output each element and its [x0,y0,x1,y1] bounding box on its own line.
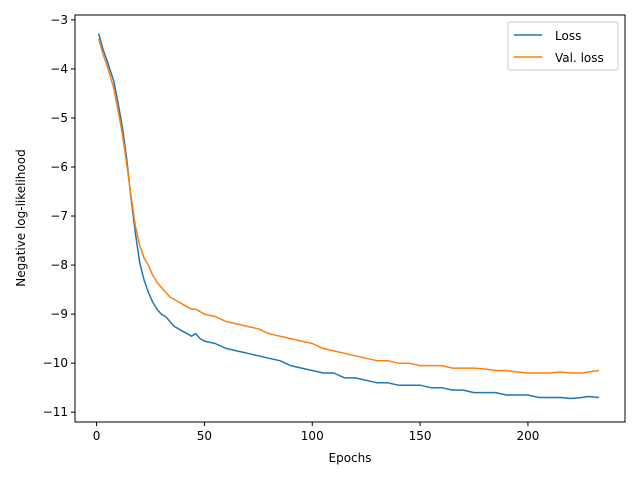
x-tick-label: 200 [516,429,539,443]
x-tick-label: 150 [409,429,432,443]
axes-frame [74,14,626,423]
x-tick-label: 50 [197,429,212,443]
y-tick-label: −5 [50,111,68,125]
series-line-loss [97,33,600,400]
legend: Loss Val. loss [507,21,619,71]
x-ticks: 0 50 100 150 200 [93,422,539,443]
y-tick-label: −9 [50,307,68,321]
y-ticks: −11 −10 −9 −8 −7 −6 −5 −4 −3 [43,13,75,419]
plot-area [74,14,626,423]
y-tick-label: −3 [50,13,68,27]
legend-box [507,21,619,71]
legend-label-loss: Loss [555,29,581,43]
x-axis-label: Epochs [329,451,372,465]
y-tick-label: −10 [43,356,68,370]
series-layer [97,33,600,400]
y-axis-label: Negative log-likelihood [14,149,28,286]
x-tick-label: 0 [93,429,101,443]
y-tick-label: −4 [50,62,68,76]
y-tick-label: −11 [43,405,68,419]
y-tick-label: −7 [50,209,68,223]
x-tick-label: 100 [301,429,324,443]
y-tick-label: −8 [50,258,68,272]
y-tick-label: −6 [50,160,68,174]
legend-label-val-loss: Val. loss [555,51,604,65]
series-line-val-loss [97,38,600,374]
